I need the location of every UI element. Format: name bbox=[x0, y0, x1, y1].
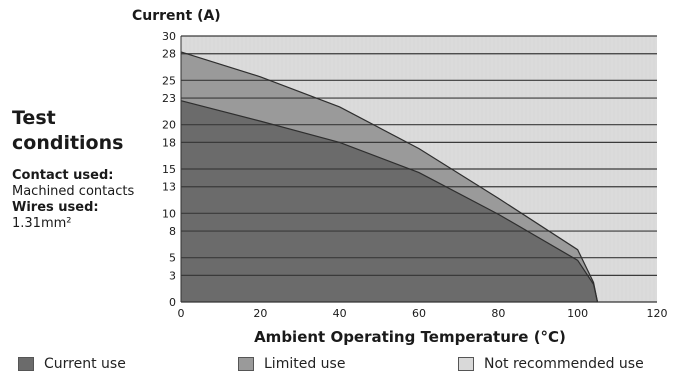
legend-label-limited-use: Limited use bbox=[264, 356, 346, 372]
y-tick-label-30: 30 bbox=[162, 30, 176, 43]
x-tick-label-80: 80 bbox=[491, 307, 505, 320]
y-axis-title: Current (A) bbox=[132, 8, 221, 24]
curve-current-use bbox=[180, 100, 599, 303]
test-conditions-panel: Test conditions Contact used: Machined c… bbox=[12, 106, 162, 232]
title-line-1: Test bbox=[12, 107, 56, 129]
y-tick-label-0: 0 bbox=[169, 296, 176, 309]
y-tick-label-20: 20 bbox=[162, 119, 176, 132]
y-tick-label-8: 8 bbox=[169, 225, 176, 238]
x-tick-label-120: 120 bbox=[647, 307, 668, 320]
legend-item-not-recommended-use: Not recommended use bbox=[458, 356, 644, 372]
x-tick-label-20: 20 bbox=[253, 307, 267, 320]
x-tick-label-60: 60 bbox=[412, 307, 426, 320]
legend-label-not-recommended-use: Not recommended use bbox=[484, 356, 644, 372]
y-tick-label-13: 13 bbox=[162, 181, 176, 194]
legend-swatch-limited-use bbox=[238, 357, 254, 371]
wires-used-value: 1.31mm² bbox=[12, 216, 72, 231]
test-conditions-title: Test conditions bbox=[12, 106, 162, 156]
x-tick-label-40: 40 bbox=[333, 307, 347, 320]
y-tick-label-23: 23 bbox=[162, 92, 176, 105]
legend-item-limited-use: Limited use bbox=[238, 356, 345, 372]
x-axis-title: Ambient Operating Temperature (°C) bbox=[254, 328, 566, 346]
x-tick-label-0: 0 bbox=[178, 307, 185, 320]
contact-used-value: Machined contacts bbox=[12, 184, 135, 199]
y-tick-label-5: 5 bbox=[169, 252, 176, 265]
legend-swatch-current-use bbox=[18, 357, 34, 371]
x-tick-label-100: 100 bbox=[567, 307, 588, 320]
area-current-use bbox=[181, 100, 598, 302]
y-tick-label-28: 28 bbox=[162, 48, 176, 61]
y-tick-label-18: 18 bbox=[162, 136, 176, 149]
curve-limited-use bbox=[180, 51, 599, 303]
wires-used-label: Wires used: bbox=[12, 200, 99, 215]
y-tick-label-10: 10 bbox=[162, 207, 176, 220]
legend-item-current-use: Current use bbox=[18, 356, 126, 372]
title-line-2: conditions bbox=[12, 132, 124, 154]
y-tick-label-3: 3 bbox=[169, 269, 176, 282]
chart-legend: Current use Limited use Not recommended … bbox=[0, 356, 681, 376]
y-tick-label-25: 25 bbox=[162, 74, 176, 87]
contact-used-label: Contact used: bbox=[12, 168, 114, 183]
y-tick-label-15: 15 bbox=[162, 163, 176, 176]
legend-swatch-not-recommended-use bbox=[458, 357, 474, 371]
legend-label-current-use: Current use bbox=[44, 356, 126, 372]
